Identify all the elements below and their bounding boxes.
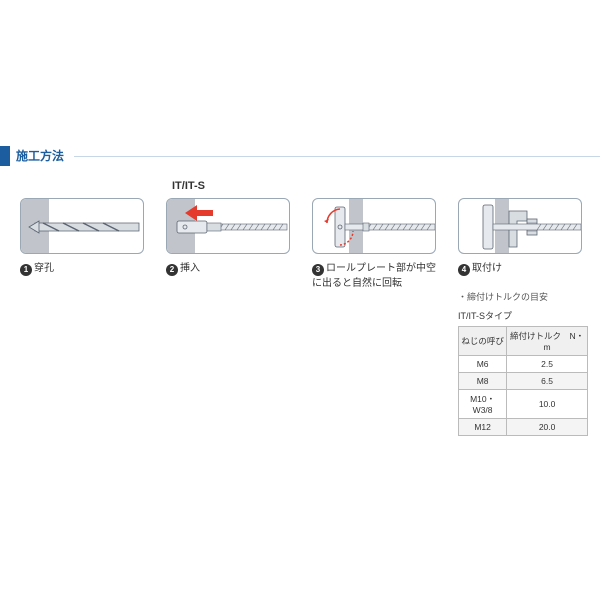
rotate-icon xyxy=(313,199,436,254)
step-4-caption: 4取付け xyxy=(458,262,582,277)
step-1-label: 穿孔 xyxy=(34,263,54,274)
step-num-icon: 4 xyxy=(458,264,470,276)
cell-value: 10.0 xyxy=(507,390,588,419)
torque-table: ねじの呼び 締付けトルク N・m M6 2.5 M8 6.5 M10・W3/8 … xyxy=(458,326,588,436)
step-num-icon: 1 xyxy=(20,264,32,276)
step-3: 3ロールプレート部が中空に出ると自然に回転 xyxy=(312,198,436,291)
table-header-row: ねじの呼び 締付けトルク N・m xyxy=(459,327,588,356)
step-4-label: 取付け xyxy=(472,263,502,274)
insert-icon xyxy=(167,199,290,254)
cell-value: 2.5 xyxy=(507,356,588,373)
table-row: M10・W3/8 10.0 xyxy=(459,390,588,419)
section-rule xyxy=(74,156,600,157)
section-title: 施工方法 xyxy=(16,147,64,166)
step-2-label: 挿入 xyxy=(180,263,200,274)
step-1: 1穿孔 xyxy=(20,198,144,291)
torque-note: ・締付けトルクの目安 xyxy=(458,290,588,303)
step-3-label: ロールプレート部が中空に出ると自然に回転 xyxy=(312,263,436,289)
table-row: M6 2.5 xyxy=(459,356,588,373)
step-3-illustration xyxy=(312,198,436,254)
cell-value: 6.5 xyxy=(507,373,588,390)
step-4: 4取付け xyxy=(458,198,582,291)
cell-size: M6 xyxy=(459,356,507,373)
drill-icon xyxy=(21,199,144,254)
step-2-illustration xyxy=(166,198,290,254)
step-num-icon: 3 xyxy=(312,264,324,276)
cell-size: M8 xyxy=(459,373,507,390)
cell-value: 20.0 xyxy=(507,419,588,436)
step-2: 2挿入 xyxy=(166,198,290,291)
table-row: M12 20.0 xyxy=(459,419,588,436)
steps-row: 1穿孔 xyxy=(20,198,582,291)
cell-size: M12 xyxy=(459,419,507,436)
cell-size: M10・W3/8 xyxy=(459,390,507,419)
step-1-illustration xyxy=(20,198,144,254)
step-3-caption: 3ロールプレート部が中空に出ると自然に回転 xyxy=(312,262,436,291)
product-label: IT/IT-S xyxy=(172,180,205,192)
torque-block: ・締付けトルクの目安 IT/IT-Sタイプ ねじの呼び 締付けトルク N・m M… xyxy=(458,290,588,436)
col-torque: 締付けトルク N・m xyxy=(507,327,588,356)
step-1-caption: 1穿孔 xyxy=(20,262,144,277)
attach-icon xyxy=(459,199,582,254)
step-num-icon: 2 xyxy=(166,264,178,276)
table-row: M8 6.5 xyxy=(459,373,588,390)
accent-bar xyxy=(0,146,10,166)
section-header: 施工方法 xyxy=(0,146,600,166)
col-size: ねじの呼び xyxy=(459,327,507,356)
torque-subtitle: IT/IT-Sタイプ xyxy=(458,309,588,322)
step-4-illustration xyxy=(458,198,582,254)
step-2-caption: 2挿入 xyxy=(166,262,290,277)
